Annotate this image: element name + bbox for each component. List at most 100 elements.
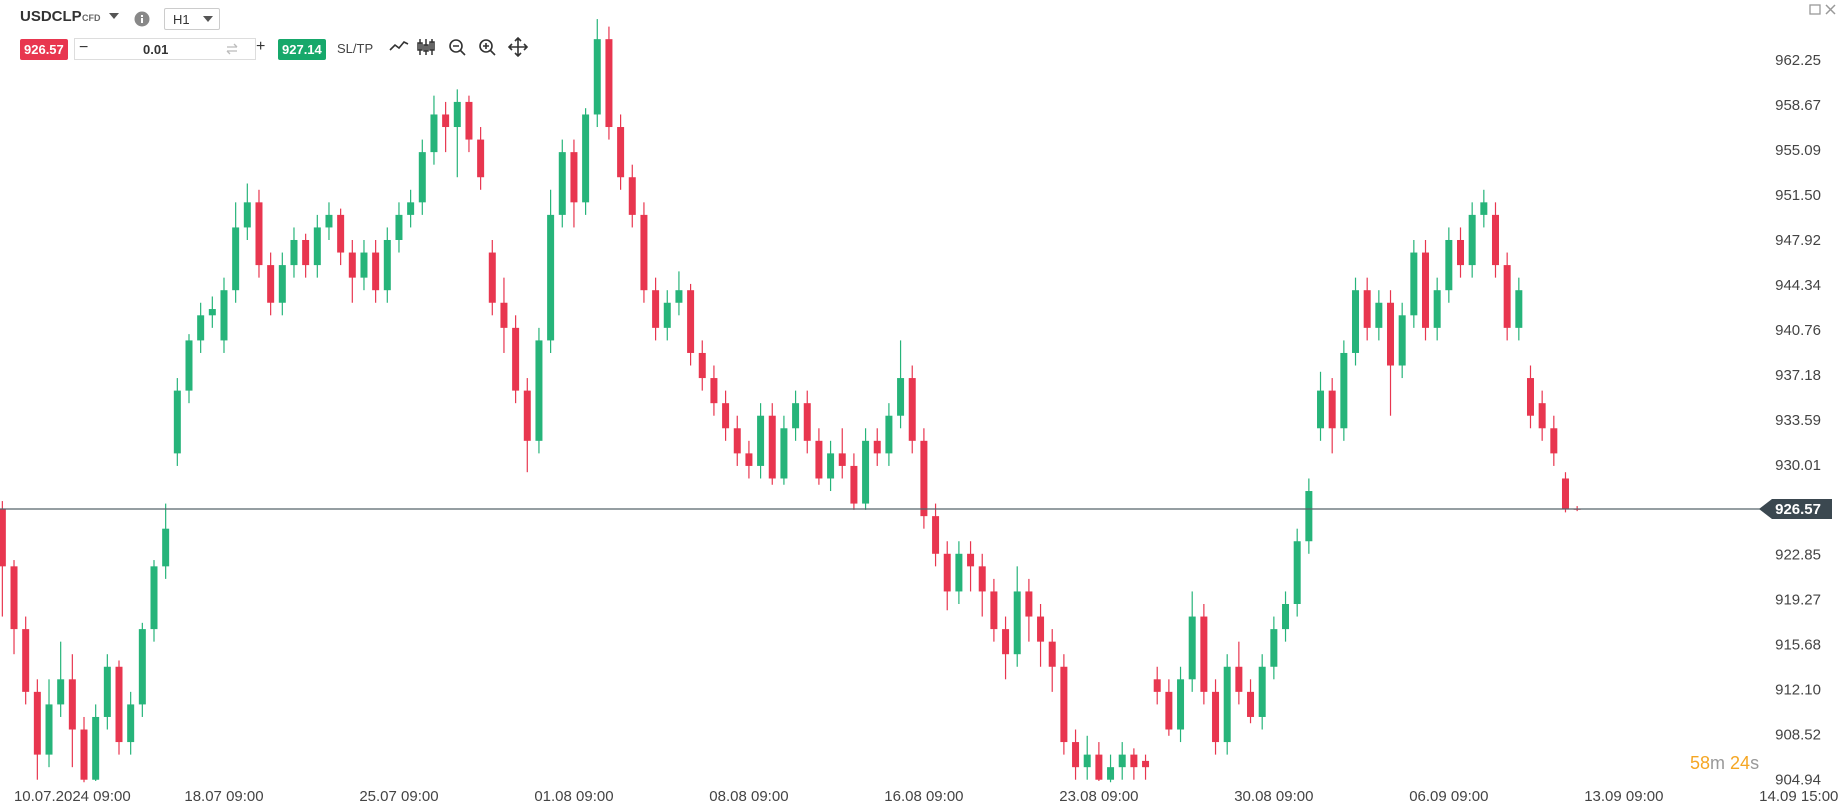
candle-body — [617, 127, 625, 178]
candle-body — [1561, 478, 1569, 509]
timeframe-select[interactable]: H1 — [164, 8, 220, 30]
quantity: 0.01 — [143, 42, 169, 57]
x-tick-label: 25.07 09:00 — [359, 788, 438, 805]
candle-body — [897, 378, 905, 416]
candle-body — [465, 101, 473, 140]
plus-button[interactable]: + — [256, 38, 266, 55]
candle-body — [1002, 629, 1010, 655]
sell-price[interactable]: 926.57 — [20, 39, 68, 60]
last-price-tag — [1759, 498, 1832, 519]
candle-body — [1387, 302, 1395, 366]
candle-body — [302, 239, 310, 266]
candle-body — [1433, 290, 1441, 328]
timeframe: H1 — [173, 12, 190, 27]
candle-body — [1352, 290, 1360, 353]
candle-body — [593, 39, 601, 115]
candle-body — [908, 378, 916, 441]
candle-body — [1130, 754, 1138, 768]
candle-body — [232, 227, 240, 291]
buy-price[interactable]: 927.14 — [278, 39, 326, 60]
minimize-icon[interactable] — [1809, 4, 1821, 15]
candle-body — [430, 114, 438, 153]
y-tick-label: 912.10 — [1775, 682, 1821, 699]
candle-body — [687, 290, 695, 353]
candle-body — [162, 528, 170, 567]
timer-seconds: 24 — [1730, 753, 1751, 773]
candle-body — [1013, 591, 1021, 655]
candle-body — [1223, 666, 1231, 743]
timer-minutes: 58 — [1690, 753, 1711, 773]
candle-body — [675, 290, 683, 303]
candle-body — [407, 202, 415, 215]
candle-body — [1083, 754, 1091, 768]
candle-body — [1317, 390, 1325, 429]
y-tick-label: 947.92 — [1775, 232, 1821, 249]
candle-body — [733, 428, 741, 454]
zoom-out-icon[interactable] — [449, 39, 466, 56]
candle-body — [1515, 290, 1523, 328]
y-tick-label: 930.01 — [1775, 457, 1821, 474]
x-tick-label: 16.08 09:00 — [884, 788, 963, 805]
y-tick-label: 962.25 — [1775, 52, 1821, 69]
candle-body — [1037, 616, 1045, 642]
candle-body — [932, 516, 940, 554]
quantity-input[interactable]: − 0.01 — [74, 38, 256, 60]
candle-body — [173, 390, 181, 454]
candle-body — [68, 679, 76, 730]
line-chart-icon[interactable] — [389, 41, 409, 51]
x-tick-label: 14.09 15:00 — [1759, 788, 1838, 805]
minus-button[interactable]: − — [79, 39, 89, 56]
zoom-in-icon[interactable] — [479, 39, 496, 56]
candles — [0, 19, 1581, 783]
symbol[interactable]: USDCLP — [20, 8, 82, 25]
candle-body — [1188, 616, 1196, 680]
candle-body — [628, 177, 636, 215]
info-icon[interactable] — [134, 11, 150, 27]
pan-icon[interactable] — [507, 36, 529, 58]
candle-body — [313, 227, 321, 266]
x-tick-label: 18.07 09:00 — [184, 788, 263, 805]
y-tick-label: 940.76 — [1775, 322, 1821, 339]
candle-body — [1491, 214, 1499, 266]
candle-body — [267, 265, 275, 303]
close-icon[interactable] — [1825, 4, 1836, 15]
sltp-button[interactable]: SL/TP — [337, 41, 374, 56]
candle-body — [80, 729, 88, 780]
candle-body — [605, 39, 613, 128]
y-tick-label: 904.94 — [1775, 771, 1821, 788]
candle-body — [838, 453, 846, 466]
candle-body — [943, 553, 951, 592]
candle-body — [1025, 591, 1033, 617]
candle-body — [103, 666, 111, 717]
candle-body — [862, 440, 870, 504]
swap-icon[interactable] — [225, 43, 239, 55]
candle-body — [582, 114, 590, 203]
candle-body — [1060, 666, 1068, 743]
candle-body — [208, 309, 216, 316]
candle-body — [57, 679, 65, 705]
candle-body — [547, 214, 555, 341]
y-tick-label: 951.50 — [1775, 187, 1821, 204]
timer-minutes-unit: m — [1710, 753, 1726, 773]
candle-body — [722, 403, 730, 429]
y-tick-label: 915.68 — [1775, 637, 1821, 654]
candle-body — [1375, 302, 1383, 328]
candle-body — [453, 101, 461, 128]
candle-body — [1107, 767, 1115, 780]
candle-body — [523, 390, 531, 441]
candle-body — [1457, 239, 1465, 266]
candle-body — [1480, 202, 1488, 215]
candle-body — [1550, 428, 1558, 454]
symbol-dropdown[interactable] — [108, 12, 120, 20]
candle-chart-icon[interactable] — [417, 39, 435, 55]
candle-body — [1282, 603, 1290, 630]
candle-body — [1048, 641, 1056, 667]
candle-body — [1235, 666, 1243, 692]
y-tick-label: 944.34 — [1775, 277, 1821, 294]
candle-body — [418, 152, 426, 203]
candle-body — [652, 290, 660, 328]
y-tick-label: 955.09 — [1775, 142, 1821, 159]
candle-body — [745, 453, 753, 466]
